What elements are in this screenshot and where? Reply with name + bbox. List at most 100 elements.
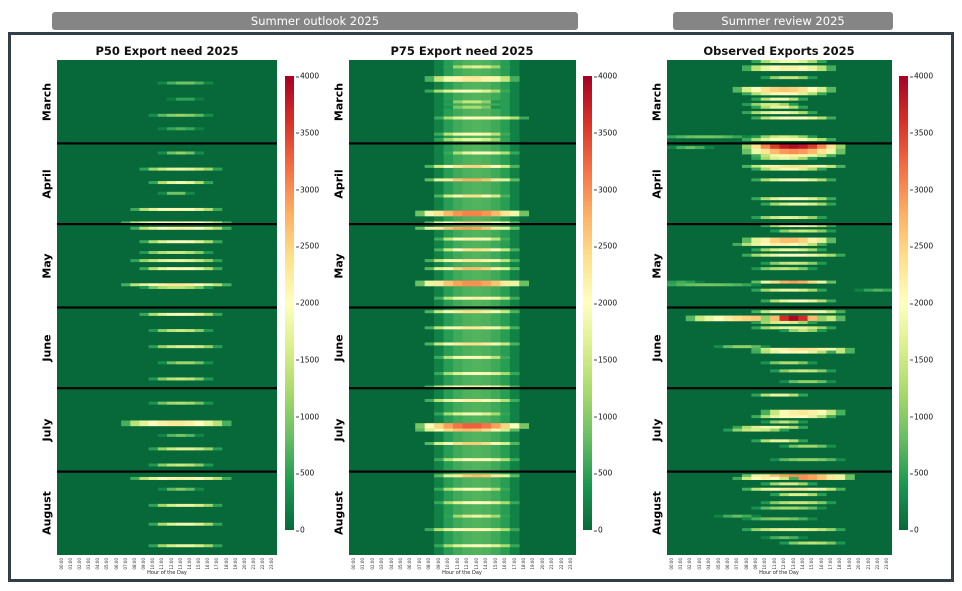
chart-title-p75: P75 Export need 2025: [390, 44, 534, 58]
hour-tick-label: 04:00: [95, 558, 101, 570]
heatmap-canvas-observed: [667, 60, 892, 555]
colorbar-tick-label: 3500: [296, 128, 319, 137]
hour-tick-label: 11:00: [454, 558, 460, 570]
hour-tick-label: 19:00: [846, 558, 852, 570]
hour-tick-label: 06:00: [407, 558, 413, 570]
colorbar-tick-label: 4000: [296, 72, 319, 81]
colorbar-tick-label: 3500: [594, 128, 617, 137]
month-axis: March April May June July August: [650, 60, 664, 555]
hour-tick-label: 11:00: [159, 558, 165, 570]
hour-tick-label: 02:00: [369, 558, 375, 570]
hour-tick-label: 16:00: [205, 558, 211, 570]
colorbar: [899, 76, 908, 530]
colorbar-tick-label: 500: [910, 469, 928, 478]
hour-tick-label: 09:00: [141, 558, 147, 570]
hour-tick-label: 07:00: [122, 558, 128, 570]
hour-tick-label: 22:00: [558, 558, 564, 570]
month-label: May: [650, 253, 664, 279]
hour-tick-label: 21:00: [865, 558, 871, 570]
hour-tick-label: 20:00: [241, 558, 247, 570]
month-label: August: [650, 491, 664, 536]
colorbar-tick-label: 3000: [594, 185, 617, 194]
hour-tick-label: 00:00: [668, 558, 674, 570]
hour-tick-label: 05:00: [715, 558, 721, 570]
x-axis-title: Hour of the Day: [147, 570, 187, 576]
colorbar-tick-label: 3000: [296, 185, 319, 194]
hour-tick-label: 20:00: [856, 558, 862, 570]
x-axis-title: Hour of the Day: [442, 570, 482, 576]
hour-tick-label: 06:00: [724, 558, 730, 570]
header-bar-summer-outlook: Summer outlook 2025: [52, 12, 578, 30]
hour-tick-label: 08:00: [131, 558, 137, 570]
hour-tick-label: 14:00: [483, 558, 489, 570]
colorbar-tick-label: 1500: [594, 355, 617, 364]
colorbar-tick-label: 4000: [910, 72, 933, 81]
colorbar-tick-label: 3000: [910, 185, 933, 194]
hour-tick-label: 14:00: [186, 558, 192, 570]
colorbar-tick-label: 1000: [910, 412, 933, 421]
hour-tick-label: 09:00: [753, 558, 759, 570]
hour-tick-label: 03:00: [86, 558, 92, 570]
month-label: March: [650, 82, 664, 121]
colorbar-tick-label: 0: [594, 526, 603, 535]
heatmap-canvas-p50: [57, 60, 277, 555]
colorbar-tick-label: 0: [296, 526, 305, 535]
hour-tick-label: 03:00: [379, 558, 385, 570]
hour-tick-label: 17:00: [511, 558, 517, 570]
hour-tick-label: 23:00: [568, 558, 574, 570]
hour-tick-label: 06:00: [113, 558, 119, 570]
hour-tick-label: 04:00: [706, 558, 712, 570]
hour-tick-label: 04:00: [388, 558, 394, 570]
colorbar-tick-label: 3500: [910, 128, 933, 137]
colorbar: [285, 76, 294, 530]
chart-title-observed: Observed Exports 2025: [703, 44, 855, 58]
colorbar-tick-label: 2000: [296, 299, 319, 308]
hour-tick-label: 15:00: [492, 558, 498, 570]
month-label: June: [40, 334, 54, 362]
hour-tick-label: 14:00: [799, 558, 805, 570]
hour-tick-label: 10:00: [762, 558, 768, 570]
hour-tick-label: 05:00: [398, 558, 404, 570]
month-label: July: [332, 418, 346, 442]
hour-tick-label: 13:00: [177, 558, 183, 570]
hour-tick-label: 19:00: [232, 558, 238, 570]
hour-tick-label: 08:00: [426, 558, 432, 570]
month-axis: March April May June July August: [40, 60, 54, 555]
colorbar-tick-label: 500: [296, 469, 314, 478]
colorbar-tick-label: 500: [594, 469, 612, 478]
hour-tick-label: 22:00: [260, 558, 266, 570]
hour-tick-label: 10:00: [445, 558, 451, 570]
month-label: August: [332, 491, 346, 536]
month-axis: March April May June July August: [332, 60, 346, 555]
month-label: April: [650, 169, 664, 199]
month-label: April: [40, 169, 54, 199]
hour-tick-label: 17:00: [828, 558, 834, 570]
colorbar-tick-label: 1000: [594, 412, 617, 421]
heatmap-plot-p75: [349, 60, 576, 555]
hour-tick-label: 07:00: [734, 558, 740, 570]
x-axis-title: Hour of the Day: [759, 570, 799, 576]
hour-tick-label: 07:00: [416, 558, 422, 570]
colorbar-tick-label: 2500: [594, 242, 617, 251]
hour-tick-label: 19:00: [530, 558, 536, 570]
hour-tick-label: 23:00: [884, 558, 890, 570]
colorbar-tick-label: 2500: [910, 242, 933, 251]
hour-tick-label: 16:00: [818, 558, 824, 570]
hour-tick-label: 18:00: [837, 558, 843, 570]
hour-tick-label: 18:00: [520, 558, 526, 570]
colorbar-tick-label: 2000: [910, 299, 933, 308]
month-label: April: [332, 169, 346, 199]
colorbar-tick-label: 2000: [594, 299, 617, 308]
month-label: May: [332, 253, 346, 279]
heatmap-plot-observed: [667, 60, 892, 555]
hour-tick-label: 21:00: [251, 558, 257, 570]
colorbar-tick-label: 0: [910, 526, 919, 535]
hour-tick-label: 11:00: [771, 558, 777, 570]
month-label: June: [332, 334, 346, 362]
month-label: July: [650, 418, 664, 442]
hour-tick-label: 23:00: [269, 558, 275, 570]
hour-tick-label: 15:00: [809, 558, 815, 570]
hour-tick-label: 13:00: [790, 558, 796, 570]
hour-tick-label: 00:00: [58, 558, 64, 570]
hour-tick-label: 01:00: [678, 558, 684, 570]
